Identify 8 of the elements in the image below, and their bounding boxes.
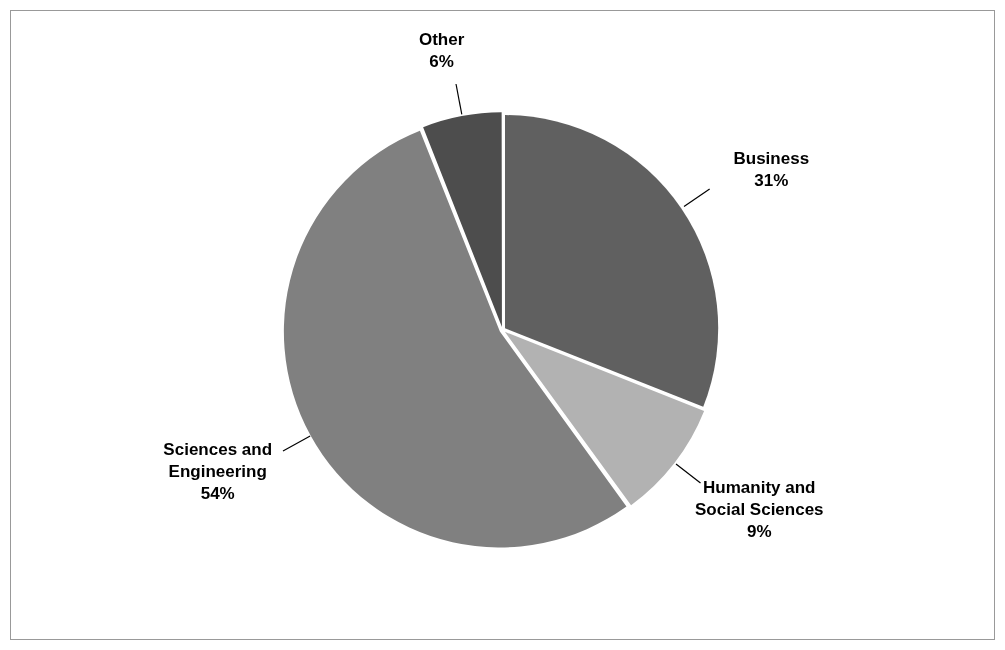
- slice-label: Sciences and Engineering: [163, 439, 273, 481]
- slice-label: Humanity and Social Sciences: [695, 478, 824, 520]
- slice-label: Business: [733, 149, 810, 169]
- data-label: 31%: [754, 171, 789, 191]
- data-label: 6%: [429, 51, 454, 71]
- data-label: 54%: [200, 483, 235, 503]
- slice-label: Other: [418, 29, 465, 49]
- data-label: 9%: [747, 522, 772, 542]
